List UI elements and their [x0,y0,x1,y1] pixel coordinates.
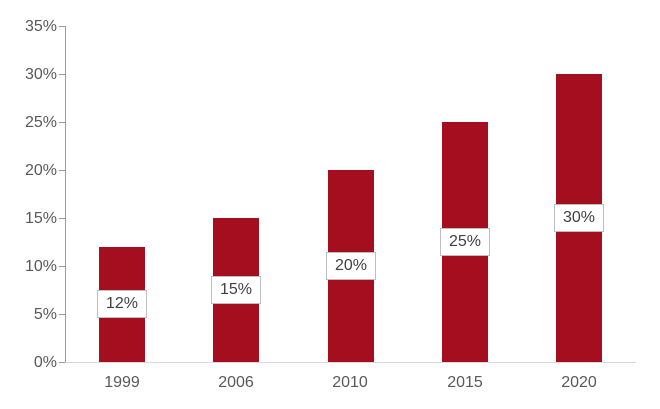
data-label-2006: 15% [211,276,261,304]
y-tick-label: 0% [33,354,57,371]
y-tick-mark [59,314,65,315]
y-tick-label: 20% [24,162,57,179]
y-axis-line [65,26,66,363]
y-tick-mark [59,170,65,171]
data-label-2015: 25% [440,228,490,256]
x-tick-label-2015: 2015 [447,374,483,391]
x-tick-label-2010: 2010 [332,374,368,391]
y-tick-label: 25% [24,114,57,131]
x-tick-label-1999: 1999 [104,374,140,391]
y-tick-label: 35% [24,18,57,35]
y-tick-label: 15% [24,210,57,227]
x-tick-label-2006: 2006 [218,374,254,391]
x-tick-label-2020: 2020 [561,374,597,391]
y-tick-mark [59,122,65,123]
data-label-2010: 20% [326,252,376,280]
y-tick-mark [59,74,65,75]
data-label-1999: 12% [97,290,147,318]
y-tick-mark [59,266,65,267]
y-tick-label: 5% [33,306,57,323]
y-tick-mark [59,26,65,27]
y-tick-label: 10% [24,258,57,275]
y-tick-mark [59,218,65,219]
data-label-2020: 30% [554,204,604,232]
y-tick-mark [59,362,65,363]
x-axis-line [65,362,636,363]
y-tick-label: 30% [24,66,57,83]
